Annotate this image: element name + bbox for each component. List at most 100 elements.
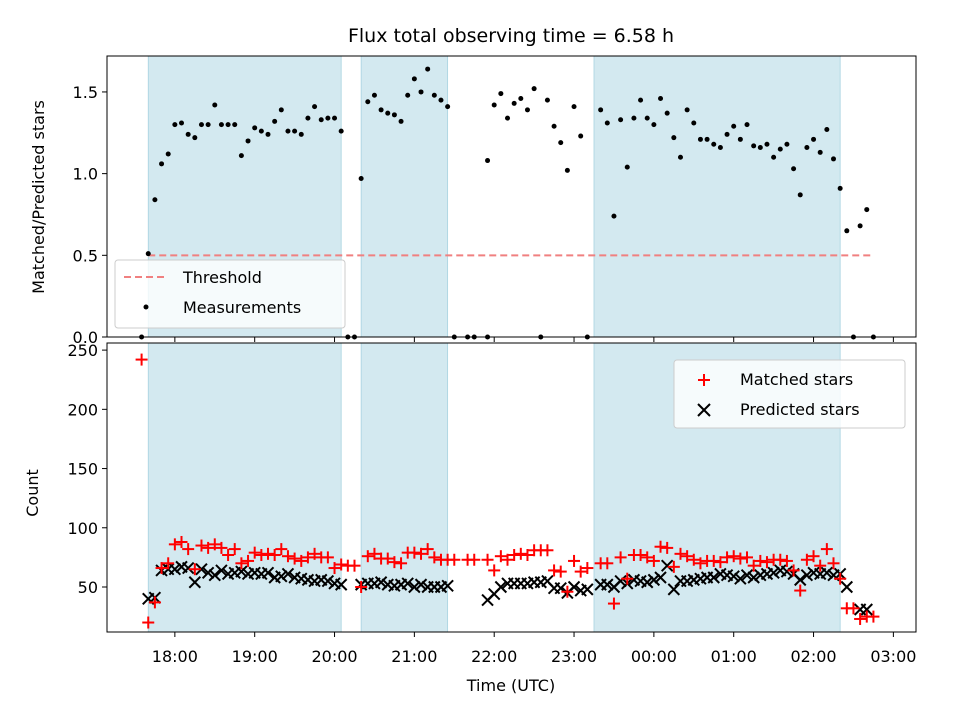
- measurement-point: [232, 122, 238, 128]
- measurement-point: [152, 197, 158, 203]
- predicted-point: [181, 561, 195, 575]
- measurement-point: [797, 192, 803, 198]
- measurement-point: [638, 97, 644, 103]
- matched-point: [481, 553, 494, 566]
- x-tick-label: 01:00: [711, 647, 757, 666]
- predicted-point: [408, 580, 421, 594]
- measurement-point: [558, 140, 564, 146]
- measurement-point: [737, 136, 743, 142]
- matched-point: [554, 565, 567, 578]
- matched-point: [468, 553, 481, 566]
- matched-point: [262, 547, 275, 560]
- predicted-point: [281, 567, 295, 581]
- matched-point: [508, 549, 521, 562]
- measurement-point: [524, 107, 530, 113]
- measurement-point: [831, 156, 837, 162]
- matched-point: [721, 551, 734, 564]
- matched-point: [255, 549, 268, 562]
- measurement-point: [724, 131, 730, 137]
- measurement-point: [318, 117, 324, 123]
- measurement-point: [238, 153, 244, 159]
- predicted-point: [601, 578, 614, 591]
- measurement-point: [485, 158, 491, 164]
- predicted-point: [441, 579, 454, 593]
- measurement-point: [757, 144, 763, 150]
- measurement-point: [864, 207, 870, 213]
- measurement-point: [378, 107, 384, 113]
- predicted-point: [374, 576, 388, 589]
- x-tick-label: 03:00: [870, 647, 916, 666]
- measurement-point: [677, 154, 683, 160]
- matched-point: [780, 554, 793, 567]
- matched-point: [607, 597, 620, 610]
- predicted-point: [614, 574, 627, 588]
- measurement-point: [498, 91, 504, 97]
- measurement-point: [611, 213, 617, 219]
- matched-point: [388, 556, 401, 569]
- matched-point: [654, 540, 667, 553]
- matched-point: [368, 547, 381, 560]
- measurement-point: [791, 166, 797, 172]
- measurement-point: [179, 120, 185, 126]
- predicted-point: [747, 571, 760, 584]
- predicted-point: [235, 565, 248, 578]
- legend-predicted-label: Predicted stars: [740, 400, 860, 419]
- matched-point: [674, 547, 687, 560]
- matched-point: [667, 560, 680, 573]
- measurement-point: [358, 176, 364, 182]
- matched-point: [275, 543, 288, 556]
- predicted-point: [780, 565, 794, 578]
- matched-point: [741, 551, 754, 564]
- matched-point: [614, 551, 627, 564]
- top-legend: Threshold Measurements: [114, 259, 346, 329]
- matched-point: [321, 551, 334, 564]
- matched-point: [747, 559, 760, 572]
- measurement-point: [671, 135, 677, 141]
- predicted-point: [201, 566, 215, 579]
- measurement-point: [651, 122, 657, 128]
- matched-point: [661, 541, 674, 554]
- matched-point: [328, 562, 341, 575]
- matched-point: [175, 535, 188, 548]
- predicted-point: [794, 573, 807, 587]
- legend-measurements-swatch: [143, 304, 149, 310]
- x-tick-label: 22:00: [471, 647, 517, 666]
- measurement-point: [192, 135, 198, 141]
- matched-point: [222, 549, 235, 562]
- measurement-point: [731, 123, 737, 129]
- legend-measurements-label: Measurements: [183, 298, 301, 317]
- predicted-point: [820, 566, 834, 579]
- matched-point: [155, 562, 168, 575]
- measurement-point: [431, 92, 437, 98]
- predicted-point: [641, 576, 654, 589]
- matched-point: [288, 552, 301, 565]
- matched-point: [681, 550, 694, 563]
- measurement-point: [664, 110, 670, 116]
- measurement-point: [751, 143, 757, 149]
- legend-matched-swatch: [698, 374, 710, 386]
- predicted-point: [767, 566, 780, 579]
- predicted-point: [261, 566, 275, 579]
- measurement-point: [618, 117, 624, 123]
- matched-point: [242, 554, 255, 567]
- measurement-point: [598, 107, 604, 113]
- measurement-point: [325, 115, 331, 121]
- matched-point: [348, 559, 361, 572]
- measurement-point: [777, 146, 783, 152]
- predicted-point: [334, 578, 348, 591]
- matched-point: [521, 549, 534, 562]
- measurement-point: [711, 141, 717, 147]
- matched-point: [248, 546, 261, 559]
- x-tick-label: 21:00: [391, 647, 437, 666]
- measurement-point: [691, 120, 697, 126]
- measurement-point: [398, 118, 404, 124]
- matched-point: [335, 558, 348, 571]
- measurement-point: [212, 102, 218, 108]
- measurement-point: [544, 97, 550, 103]
- bottom-y-axis-label: Count: [23, 469, 42, 517]
- matched-point: [601, 557, 614, 570]
- top-data-marks: [139, 66, 876, 340]
- measurement-point: [771, 154, 777, 160]
- predicted-point: [275, 570, 288, 583]
- measurement-point: [531, 86, 537, 92]
